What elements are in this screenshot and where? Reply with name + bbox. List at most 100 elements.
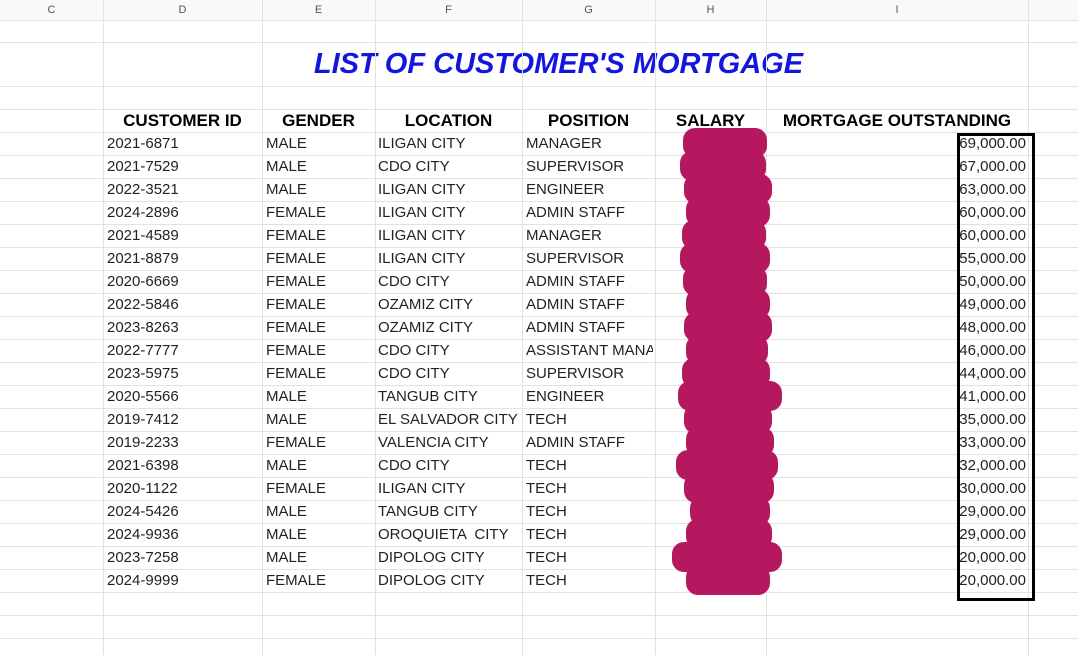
cell: 60,000.00 — [959, 204, 1026, 221]
grid-line — [0, 454, 1078, 455]
cell: 2023-7258 — [107, 549, 179, 566]
cell: 2019-2233 — [107, 434, 179, 451]
sheet-title: LIST OF CUSTOMER'S MORTGAGE — [313, 48, 804, 80]
grid-line — [0, 109, 1078, 110]
grid-line — [0, 132, 1078, 133]
cell: TANGUB CITY — [378, 388, 478, 405]
column-header: I — [895, 4, 899, 16]
cell: ILIGAN CITY — [378, 135, 466, 152]
cell: 55,000.00 — [959, 250, 1026, 267]
cell: 41,000.00 — [959, 388, 1026, 405]
cell: 46,000.00 — [959, 342, 1026, 359]
grid-line — [0, 42, 1078, 43]
cell: MALE — [266, 411, 307, 428]
cell: MALE — [266, 158, 307, 175]
cell: 30,000.00 — [959, 480, 1026, 497]
grid-line — [262, 0, 263, 655]
cell: 2021-7529 — [107, 158, 179, 175]
grid-line — [0, 155, 1078, 156]
cell: MANAGER — [526, 135, 602, 152]
cell: MANAGER — [526, 227, 602, 244]
cell: ASSISTANT MANA — [526, 342, 653, 359]
cell: ADMIN STAFF — [526, 434, 625, 451]
grid-line — [522, 0, 523, 655]
grid-line — [0, 270, 1078, 271]
column-header: F — [445, 4, 452, 16]
cell: FEMALE — [266, 250, 327, 267]
table-header: POSITION — [547, 111, 630, 130]
cell: SUPERVISOR — [526, 250, 625, 267]
cell: 63,000.00 — [959, 181, 1026, 198]
table-header: GENDER — [282, 111, 355, 130]
cell: 44,000.00 — [959, 365, 1026, 382]
grid-line — [0, 477, 1078, 478]
grid-line — [0, 638, 1078, 639]
cell: OROQUIETA CITY — [378, 526, 509, 543]
cell: ENGINEER — [526, 388, 605, 405]
cell: FEMALE — [266, 273, 327, 290]
grid-line — [103, 0, 104, 655]
cell: ILIGAN CITY — [378, 181, 466, 198]
grid-line — [0, 592, 1078, 593]
cell: FEMALE — [266, 480, 327, 497]
cell: ILIGAN CITY — [378, 227, 466, 244]
selection-border — [957, 133, 1035, 601]
cell: EL SALVADOR CITY — [378, 411, 518, 428]
cell: 2023-8263 — [107, 319, 179, 336]
cell: TANGUB CITY — [378, 503, 478, 520]
cell: TECH — [526, 457, 567, 474]
cell: CDO CITY — [378, 158, 450, 175]
column-header: H — [706, 4, 715, 16]
cell: 2022-7777 — [107, 342, 179, 359]
cell: 2024-9936 — [107, 526, 179, 543]
cell: FEMALE — [266, 342, 327, 359]
table-header: CUSTOMER ID — [123, 111, 242, 130]
cell: 2020-6669 — [107, 273, 179, 290]
cell: MALE — [266, 135, 307, 152]
cell: MALE — [266, 549, 307, 566]
cell: 2022-3521 — [107, 181, 179, 198]
grid-line — [0, 293, 1078, 294]
column-header: D — [178, 4, 187, 16]
cell: 2021-6398 — [107, 457, 179, 474]
cell: 20,000.00 — [959, 549, 1026, 566]
cell: 33,000.00 — [959, 434, 1026, 451]
redaction — [686, 565, 770, 595]
cell: TECH — [526, 411, 567, 428]
grid-line — [0, 385, 1078, 386]
grid-line — [0, 20, 1078, 21]
cell: 2021-8879 — [107, 250, 179, 267]
cell: DIPOLOG CITY — [378, 549, 485, 566]
cell: CDO CITY — [378, 457, 450, 474]
cell: 29,000.00 — [959, 503, 1026, 520]
grid-line — [0, 201, 1078, 202]
cell: 2024-9999 — [107, 572, 179, 589]
grid-line — [0, 546, 1078, 547]
cell: FEMALE — [266, 227, 327, 244]
cell: 2021-4589 — [107, 227, 179, 244]
cell: TECH — [526, 549, 567, 566]
grid-line — [0, 316, 1078, 317]
cell: 2021-6871 — [107, 135, 179, 152]
cell: 2023-5975 — [107, 365, 179, 382]
grid-line — [0, 408, 1078, 409]
cell: 35,000.00 — [959, 411, 1026, 428]
cell: FEMALE — [266, 319, 327, 336]
cell: 2024-5426 — [107, 503, 179, 520]
cell: MALE — [266, 457, 307, 474]
cell: TECH — [526, 572, 567, 589]
cell: VALENCIA CITY — [378, 434, 489, 451]
grid-line — [0, 569, 1078, 570]
cell: FEMALE — [266, 365, 327, 382]
cell: 67,000.00 — [959, 158, 1026, 175]
cell: ILIGAN CITY — [378, 250, 466, 267]
grid-line — [0, 178, 1078, 179]
cell: TECH — [526, 503, 567, 520]
grid-line — [0, 523, 1078, 524]
cell: 20,000.00 — [959, 572, 1026, 589]
cell: SUPERVISOR — [526, 365, 625, 382]
cell: ADMIN STAFF — [526, 319, 625, 336]
cell: FEMALE — [266, 434, 327, 451]
cell: OZAMIZ CITY — [378, 319, 473, 336]
